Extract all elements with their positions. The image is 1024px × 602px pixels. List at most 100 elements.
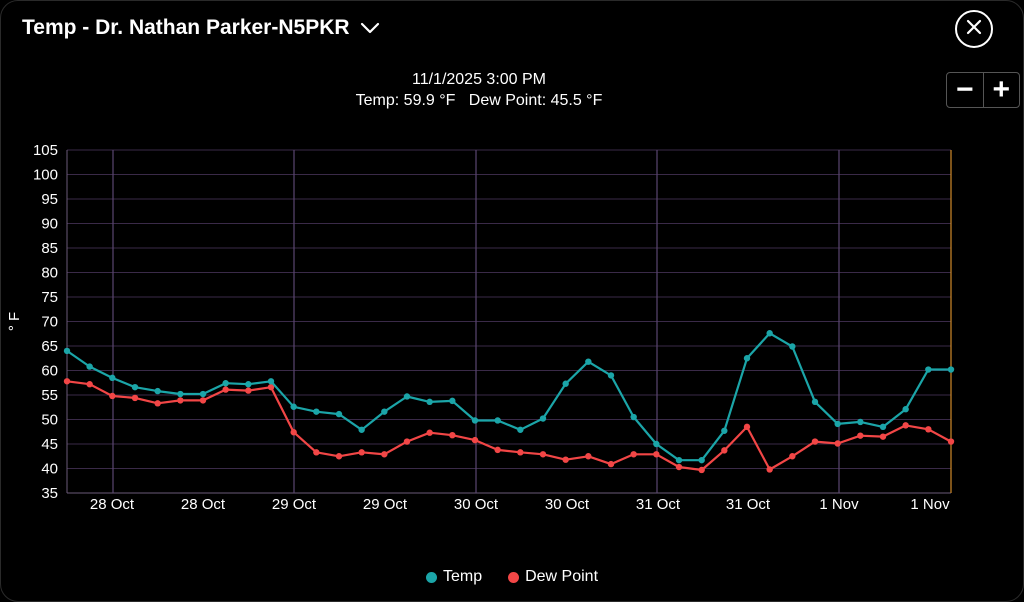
data-point-dew-point	[653, 451, 660, 458]
data-point-dew-point	[131, 394, 139, 402]
data-point-temp	[902, 406, 909, 413]
y-tick-label: 65	[41, 338, 58, 355]
chart-legend: Temp Dew Point	[0, 568, 1024, 586]
data-point-temp	[313, 408, 320, 415]
data-point-dew-point	[675, 463, 683, 471]
data-point-temp	[947, 366, 955, 373]
y-tick-label: 100	[33, 167, 58, 184]
data-point-dew-point	[381, 451, 388, 458]
readout-values: Temp: 59.9 °F Dew Point: 45.5 °F	[355, 92, 603, 109]
line-chart[interactable]: 35 40 45 50 55 60 65 70 75 80 85 90 95 100 105 28 Oct 28…	[0, 0, 1024, 560]
readout-timestamp: 11/1/2025 3:00 PM	[411, 71, 547, 88]
data-point-temp	[630, 413, 637, 421]
data-point-dew-point	[721, 447, 728, 454]
data-point-temp	[834, 420, 841, 428]
data-point-dew-point	[403, 438, 411, 445]
data-point-temp	[766, 330, 773, 337]
x-tick-label: 1 Nov	[819, 496, 859, 513]
data-point-dew-point	[698, 466, 705, 474]
x-tick-label: 29 Oct	[272, 496, 317, 513]
series-line-temp	[66, 332, 951, 462]
chevron-down-icon	[360, 22, 380, 34]
plus-icon: +	[992, 73, 1011, 106]
data-point-temp	[199, 390, 207, 398]
data-point-temp	[653, 440, 660, 448]
data-point-dew-point	[245, 387, 252, 394]
data-point-dew-point	[222, 386, 229, 393]
data-point-temp	[539, 415, 547, 422]
data-point-temp	[494, 417, 501, 424]
data-point-dew-point	[267, 383, 275, 391]
close-button[interactable]	[955, 10, 993, 48]
data-point-dew-point	[494, 446, 501, 454]
x-tick-label: 28 Oct	[181, 496, 226, 513]
y-tick-label: 40	[41, 461, 58, 478]
data-point-temp	[245, 381, 252, 388]
data-point-temp	[335, 410, 343, 418]
data-point-dew-point	[63, 378, 71, 385]
legend-marker-temp	[425, 571, 437, 583]
data-point-dew-point	[925, 426, 932, 433]
station-title: Temp - Dr. Nathan Parker-N5PKR	[22, 16, 350, 39]
data-point-dew-point	[109, 392, 116, 400]
y-tick-label: 60	[41, 363, 58, 380]
data-point-dew-point	[313, 449, 320, 456]
data-point-temp	[811, 398, 819, 406]
data-point-temp	[607, 372, 615, 379]
data-point-dew-point	[86, 381, 93, 388]
station-selector[interactable]: Temp - Dr. Nathan Parker-N5PKR	[22, 16, 380, 40]
legend-label-temp: Temp	[442, 568, 483, 585]
legend-item-dew-point[interactable]: Dew Point	[508, 568, 598, 586]
series-line-dew-point	[66, 380, 952, 472]
data-point-dew-point	[358, 449, 365, 456]
data-point-temp	[426, 398, 433, 406]
data-point-temp	[562, 380, 569, 387]
legend-item-temp[interactable]: Temp	[425, 568, 483, 586]
x-tick-label: 29 Oct	[363, 496, 408, 513]
data-point-temp	[471, 417, 479, 424]
data-point-dew-point	[426, 429, 433, 436]
zoom-in-button[interactable]: +	[982, 73, 1020, 107]
data-point-temp	[109, 374, 116, 382]
data-point-temp	[449, 397, 456, 405]
y-tick-label: 35	[41, 485, 58, 502]
data-point-dew-point	[539, 451, 547, 458]
x-tick-label: 31 Oct	[726, 496, 771, 513]
x-tick-label: 28 Oct	[90, 496, 135, 513]
data-point-dew-point	[290, 429, 297, 436]
data-point-dew-point	[947, 438, 955, 445]
data-point-temp	[177, 390, 184, 398]
y-tick-label: 90	[41, 216, 58, 233]
data-point-temp	[675, 456, 683, 464]
zoom-out-button[interactable]: −	[947, 73, 983, 107]
y-tick-label: 45	[41, 436, 58, 453]
data-point-temp	[63, 347, 71, 355]
x-tick-label: 1 Nov	[910, 496, 950, 513]
data-point-temp	[585, 358, 592, 365]
minus-icon: −	[955, 73, 974, 106]
x-tick-label: 30 Oct	[545, 496, 590, 513]
x-tick-label: 31 Oct	[636, 496, 681, 513]
data-point-dew-point	[517, 449, 524, 456]
y-tick-label: 50	[41, 412, 58, 429]
y-tick-label: 75	[41, 289, 58, 306]
data-point-temp	[721, 427, 728, 434]
data-point-dew-point	[630, 451, 637, 458]
data-point-dew-point	[857, 432, 864, 439]
data-point-dew-point	[834, 440, 841, 447]
data-point-temp	[789, 343, 796, 350]
data-point-dew-point	[879, 433, 887, 440]
data-point-temp	[381, 408, 388, 415]
data-point-dew-point	[154, 400, 161, 407]
data-point-dew-point	[766, 466, 773, 473]
y-tick-label: 105	[33, 142, 58, 159]
data-point-dew-point	[585, 453, 592, 460]
data-point-dew-point	[902, 422, 909, 429]
y-tick-label: 70	[41, 314, 58, 331]
data-point-temp	[267, 378, 275, 385]
data-point-temp	[743, 355, 751, 362]
data-point-dew-point	[335, 453, 343, 460]
data-point-temp	[925, 366, 932, 373]
data-point-temp	[403, 393, 411, 400]
